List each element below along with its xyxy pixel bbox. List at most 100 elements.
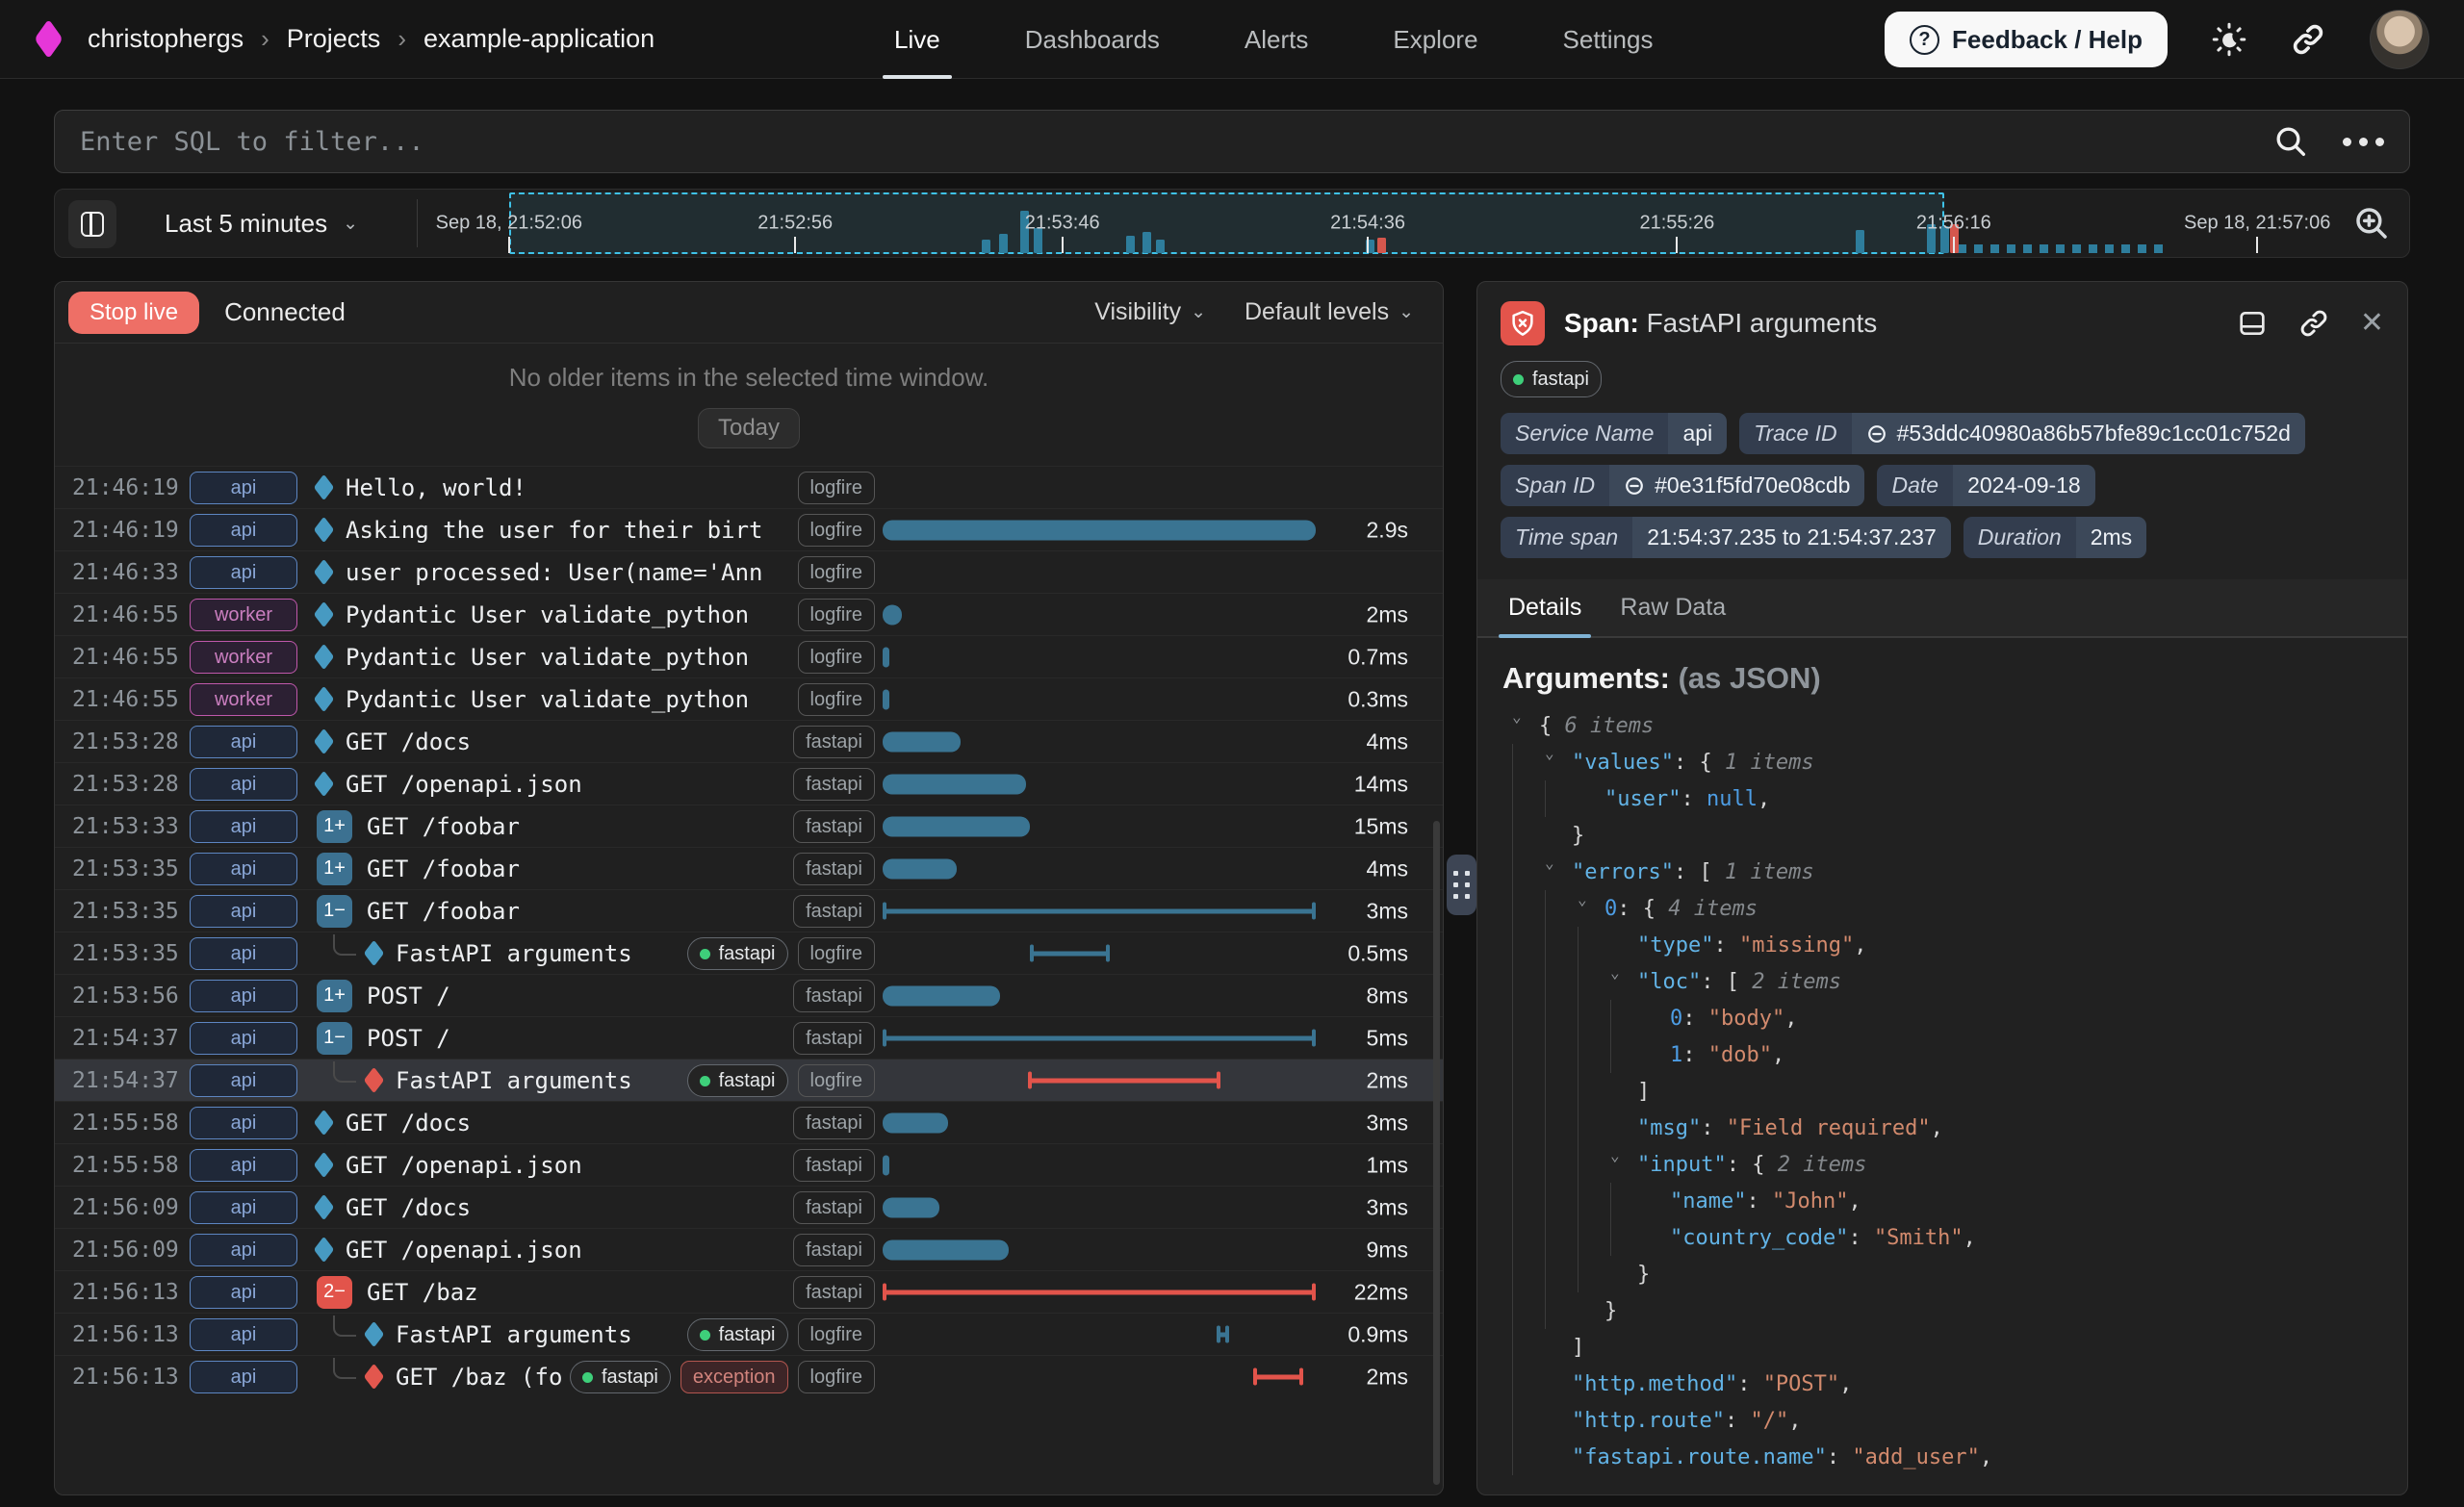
duration-bar (1216, 1325, 1229, 1343)
json-indent: ⌄ (1512, 744, 1572, 780)
collapse-chevron-icon[interactable]: ⌄ (1610, 1146, 1620, 1164)
split-panel-icon[interactable] (2237, 308, 2268, 339)
visibility-dropdown[interactable]: Visibility ⌄ (1094, 298, 1206, 326)
zoom-in-icon[interactable] (2351, 203, 2392, 243)
duration-bar (883, 1197, 939, 1217)
row-tags: fastapi (793, 895, 875, 928)
breadcrumb-item[interactable]: Projects (286, 24, 381, 53)
span-row[interactable]: 21:53:35 api 1+ GET /foobar fastapi 4ms (55, 847, 1443, 889)
collapse-chevron-icon[interactable]: ⌄ (1578, 890, 1587, 908)
sql-filter-input[interactable]: Enter SQL to filter... (80, 126, 424, 157)
tab-alerts[interactable]: Alerts (1244, 24, 1309, 54)
row-message-cell: GET /baz (fo (317, 1356, 562, 1397)
time-range-dropdown[interactable]: Last 5 minutes ⌄ (147, 190, 375, 257)
span-row[interactable]: 21:54:37 api 1− POST / fastapi 5ms (55, 1016, 1443, 1059)
service-tag-api: api (190, 1276, 297, 1309)
json-indent (1512, 1402, 1572, 1439)
vertical-scrollbar[interactable] (1433, 821, 1440, 1485)
timeline-tick-label: Sep 18, 21:52:06 (435, 212, 582, 234)
row-tags: logfire (797, 683, 875, 716)
toggle-children-badge[interactable]: 2− (317, 1275, 352, 1309)
collapse-chevron-icon[interactable]: ⌄ (1545, 854, 1554, 872)
toggle-children-badge[interactable]: 1+ (317, 979, 352, 1012)
stop-live-button[interactable]: Stop live (68, 291, 200, 334)
chip-value: 21:54:37.235 to 21:54:37.237 (1632, 517, 1951, 558)
detail-tab-details[interactable]: Details (1489, 579, 1601, 638)
span-row[interactable]: 21:53:35 api FastAPI arguments fastapi logfi… (55, 932, 1443, 974)
json-token: } (1637, 1262, 1651, 1287)
indent-guide (1545, 1256, 1578, 1292)
toggle-children-badge[interactable]: 1+ (317, 809, 352, 843)
histogram-bar (1939, 226, 1949, 253)
breadcrumb-item[interactable]: christophergs (88, 24, 244, 53)
chip-value: 2024-09-18 (1953, 465, 2095, 506)
collapse-chevron-icon[interactable]: ⌄ (1545, 744, 1554, 762)
collapse-chevron-icon[interactable]: ⌄ (1512, 707, 1522, 726)
tab-live[interactable]: Live (881, 0, 954, 79)
panel-resize-handle[interactable] (1447, 855, 1476, 915)
json-indent (1512, 1036, 1670, 1073)
span-row[interactable]: 21:55:58 api GET /docs fastapi 3ms (55, 1101, 1443, 1143)
row-duration-track (883, 467, 1316, 508)
service-tag-api: api (190, 980, 297, 1012)
tab-settings[interactable]: Settings (1562, 24, 1654, 54)
sql-filter-bar: Enter SQL to filter... (54, 110, 2410, 173)
toggle-children-badge[interactable]: 1− (317, 1021, 352, 1055)
timeline-selection[interactable] (508, 192, 1944, 254)
indent-guide (1545, 963, 1578, 1000)
row-message-cell: 1+ GET /foobar (317, 805, 520, 847)
breadcrumb-item[interactable]: example-application (423, 24, 655, 53)
span-row[interactable]: 21:46:19 api Hello, world! logfire (55, 466, 1443, 508)
row-duration: 22ms (1353, 1279, 1408, 1304)
span-row[interactable]: 21:46:55 worker Pydantic User validate_pyt… (55, 593, 1443, 635)
toggle-children-badge[interactable]: 1− (317, 894, 352, 928)
link-icon[interactable] (1624, 475, 1645, 497)
json-token: : [ (1673, 859, 1725, 884)
span-diamond-icon (313, 473, 335, 501)
link-icon[interactable] (1866, 423, 1887, 445)
today-button[interactable]: Today (698, 408, 800, 448)
json-token: "missing" (1738, 932, 1855, 958)
feedback-help-button[interactable]: ? Feedback / Help (1885, 12, 2168, 67)
row-timestamp: 21:53:56 (72, 983, 179, 1009)
span-row[interactable]: 21:53:56 api 1+ POST / fastapi 8ms (55, 974, 1443, 1016)
json-line: "http.method": "POST", (1502, 1366, 2382, 1402)
green-dot-icon (1513, 373, 1524, 385)
tab-dashboards[interactable]: Dashboards (1024, 24, 1160, 54)
span-row[interactable]: 21:53:28 api GET /docs fastapi 4ms (55, 720, 1443, 762)
timeline-histogram[interactable]: Sep 18, 21:52:06 21:52:56 21:53:46 21:54:36… (421, 190, 2342, 257)
row-duration: 15ms (1353, 813, 1408, 838)
share-link-icon[interactable] (2291, 22, 2325, 57)
theme-toggle-icon[interactable] (2212, 22, 2246, 57)
span-row[interactable]: 21:53:28 api GET /openapi.json fastapi 14ms (55, 762, 1443, 805)
span-row[interactable]: 21:56:13 api GET /baz (fo fastapi exception l… (55, 1355, 1443, 1397)
collapse-sidebar-button[interactable] (68, 200, 116, 248)
more-options-icon[interactable] (2343, 137, 2384, 146)
json-token: "Field required" (1726, 1115, 1931, 1140)
collapse-chevron-icon[interactable]: ⌄ (1610, 963, 1620, 982)
row-tags: fastapi logfire (686, 1064, 875, 1097)
toggle-children-badge[interactable]: 1+ (317, 852, 352, 885)
span-row[interactable]: 21:46:19 api Asking the user for their bir… (55, 508, 1443, 550)
span-row[interactable]: 21:56:09 api GET /docs fastapi 3ms (55, 1186, 1443, 1228)
span-row[interactable]: 21:46:55 worker Pydantic User validate_pyt… (55, 677, 1443, 720)
span-row[interactable]: 21:53:33 api 1+ GET /foobar fastapi 15ms (55, 805, 1443, 847)
span-row[interactable]: 21:53:35 api 1− GET /foobar fastapi 3ms (55, 889, 1443, 932)
tab-explore[interactable]: Explore (1393, 24, 1478, 54)
default-levels-dropdown[interactable]: Default levels ⌄ (1245, 298, 1414, 326)
user-avatar[interactable] (2370, 10, 2429, 69)
span-row[interactable]: 21:56:13 api FastAPI arguments fastapi logfi… (55, 1313, 1443, 1355)
span-row[interactable]: 21:46:55 worker Pydantic User validate_pyt… (55, 635, 1443, 677)
logfire-logo-icon[interactable] (34, 18, 64, 60)
detail-tab-raw-data[interactable]: Raw Data (1620, 594, 1727, 621)
span-row[interactable]: 21:54:37 api FastAPI arguments fastapi logfi… (55, 1059, 1443, 1101)
span-row[interactable]: 21:56:09 api GET /openapi.json fastapi 9ms (55, 1228, 1443, 1270)
indent-guide (1512, 1292, 1545, 1329)
search-icon[interactable] (2272, 122, 2310, 161)
row-duration: 0.5ms (1348, 940, 1408, 965)
copy-link-icon[interactable] (2298, 308, 2329, 339)
span-row[interactable]: 21:55:58 api GET /openapi.json fastapi 1ms (55, 1143, 1443, 1186)
span-row[interactable]: 21:46:33 api user processed: User(name='An… (55, 550, 1443, 593)
span-row[interactable]: 21:56:13 api 2− GET /baz fastapi 22ms (55, 1270, 1443, 1313)
close-icon[interactable]: ✕ (2359, 307, 2384, 339)
